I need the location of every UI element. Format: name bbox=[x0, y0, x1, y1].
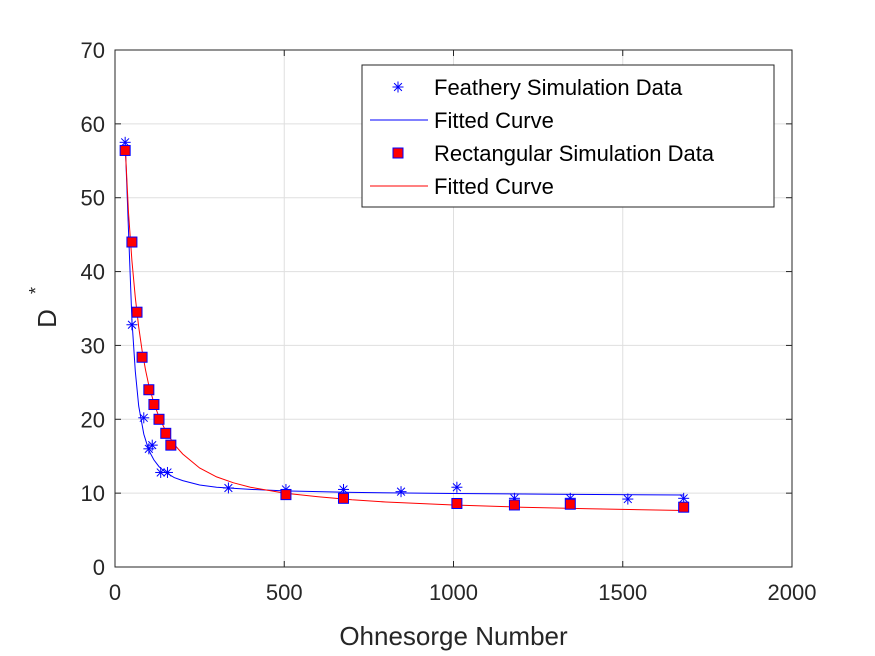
y-tick-label: 70 bbox=[81, 38, 105, 63]
legend-label: Fitted Curve bbox=[434, 108, 554, 133]
asterisk-stroke bbox=[339, 485, 348, 494]
x-tick-label: 500 bbox=[266, 580, 303, 605]
legend-item-1: Fitted Curve bbox=[370, 108, 554, 133]
data-point bbox=[222, 482, 234, 494]
data-point bbox=[678, 501, 690, 513]
x-axis-label: Ohnesorge Number bbox=[339, 621, 568, 651]
series-layer bbox=[119, 136, 690, 513]
y-tick-label: 20 bbox=[81, 407, 105, 432]
data-point bbox=[280, 489, 292, 501]
series-markers-2 bbox=[119, 144, 690, 513]
y-tick-label: 40 bbox=[81, 260, 105, 285]
y-axis-label-superscript: * bbox=[26, 287, 46, 294]
legend: Feathery Simulation Data Fitted Curve Rect… bbox=[361, 64, 775, 208]
asterisk-stroke bbox=[156, 468, 165, 477]
y-axis-label-text: D bbox=[32, 309, 62, 328]
data-point bbox=[146, 439, 158, 451]
legend-box bbox=[361, 64, 775, 208]
series-line-3 bbox=[124, 145, 684, 511]
data-point bbox=[337, 492, 349, 504]
legend-label: Fitted Curve bbox=[434, 174, 554, 199]
data-point bbox=[165, 439, 177, 451]
x-tick-label: 1500 bbox=[598, 580, 647, 605]
asterisk-stroke bbox=[679, 494, 688, 503]
legend-square-sample bbox=[392, 147, 404, 159]
asterisk-stroke bbox=[623, 494, 633, 504]
asterisk-stroke bbox=[127, 320, 137, 329]
legend-label: Rectangular Simulation Data bbox=[434, 141, 715, 166]
ticks: 0 500 1000 1500 2000 0 10 20 30 40 50 60 70 bbox=[81, 38, 817, 605]
data-point bbox=[148, 399, 160, 411]
data-point bbox=[126, 319, 138, 331]
legend-asterisk-sample bbox=[392, 81, 404, 93]
x-tick-label: 2000 bbox=[768, 580, 817, 605]
asterisk-stroke bbox=[452, 482, 462, 492]
data-point bbox=[131, 306, 143, 318]
y-tick-label: 30 bbox=[81, 333, 105, 358]
data-point bbox=[564, 498, 576, 510]
data-point bbox=[153, 413, 165, 425]
y-tick-label: 60 bbox=[81, 112, 105, 137]
data-point bbox=[622, 493, 634, 505]
data-point bbox=[508, 499, 520, 511]
asterisk-stroke bbox=[139, 413, 149, 423]
asterisk-stroke bbox=[396, 487, 406, 496]
data-point bbox=[337, 483, 349, 495]
y-tick-label: 10 bbox=[81, 481, 105, 506]
asterisk-stroke bbox=[163, 468, 172, 477]
data-point bbox=[136, 351, 148, 363]
data-point bbox=[395, 486, 407, 498]
x-tick-label: 1000 bbox=[429, 580, 478, 605]
data-point bbox=[138, 412, 150, 424]
y-tick-label: 50 bbox=[81, 186, 105, 211]
data-point bbox=[143, 384, 155, 396]
y-tick-label: 0 bbox=[93, 555, 105, 580]
legend-label: Feathery Simulation Data bbox=[434, 75, 683, 100]
data-point bbox=[161, 466, 173, 478]
x-tick-label: 0 bbox=[109, 580, 121, 605]
asterisk-stroke bbox=[224, 483, 233, 493]
legend-item-2: Rectangular Simulation Data bbox=[392, 141, 715, 166]
data-point bbox=[451, 481, 463, 493]
asterisk-stroke bbox=[393, 82, 403, 92]
asterisk-stroke bbox=[147, 440, 157, 450]
data-point bbox=[160, 427, 172, 439]
legend-item-0: Feathery Simulation Data bbox=[392, 75, 683, 100]
asterisk-stroke bbox=[120, 138, 130, 147]
y-axis-label: D * bbox=[26, 287, 62, 328]
data-point bbox=[119, 144, 131, 156]
data-point bbox=[451, 497, 463, 509]
data-point bbox=[126, 236, 138, 248]
legend-item-3: Fitted Curve bbox=[370, 174, 554, 199]
